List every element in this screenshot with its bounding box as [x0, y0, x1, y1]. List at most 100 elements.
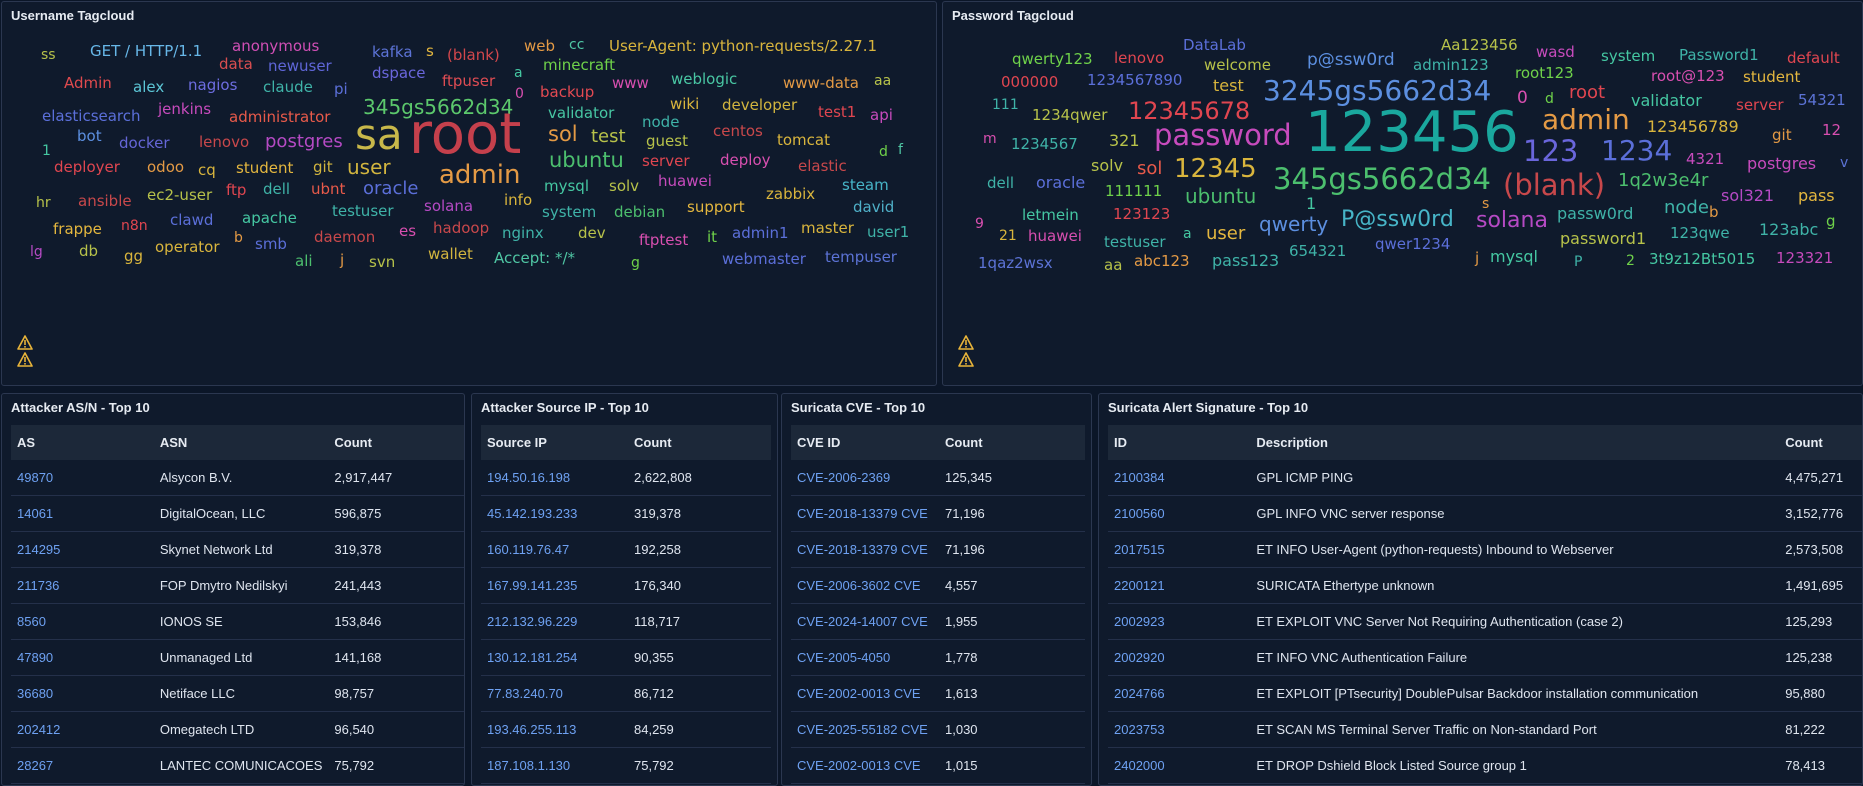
tag-word[interactable]: web: [524, 37, 556, 55]
table-cell-link[interactable]: 8560: [11, 603, 154, 640]
tag-word[interactable]: 9: [975, 215, 984, 232]
tag-word[interactable]: dell: [987, 174, 1015, 192]
tag-word[interactable]: node: [642, 113, 680, 131]
table-cell-link[interactable]: 202412: [11, 711, 154, 748]
tag-word[interactable]: 1234qwer: [1032, 106, 1108, 124]
tag-word[interactable]: 1: [42, 142, 51, 159]
table-cell-link[interactable]: 28267: [11, 747, 154, 784]
tag-word[interactable]: 3t9z12Bt5015: [1649, 250, 1756, 268]
tag-word[interactable]: nginx: [502, 224, 544, 242]
tag-word[interactable]: GET / HTTP/1.1: [90, 42, 203, 60]
tag-word[interactable]: test: [1213, 76, 1244, 96]
tag-word[interactable]: 123123: [1113, 205, 1171, 223]
tag-word[interactable]: DataLab: [1183, 36, 1246, 54]
tag-word[interactable]: 1qaz2wsx: [978, 254, 1053, 272]
table-cell-link[interactable]: CVE-2024-14007 CVE: [791, 603, 939, 640]
column-header[interactable]: Count: [1779, 425, 1862, 460]
tag-word[interactable]: svn: [369, 253, 396, 271]
tag-word[interactable]: ss: [41, 46, 56, 63]
tag-word[interactable]: password: [1154, 117, 1292, 152]
tag-word[interactable]: pass: [1798, 186, 1835, 206]
tag-word[interactable]: a: [514, 64, 523, 81]
table-cell-link[interactable]: 45.142.193.233: [481, 495, 628, 532]
tag-word[interactable]: root123: [1515, 64, 1574, 82]
tag-word[interactable]: nagios: [188, 76, 238, 94]
tag-word[interactable]: d: [879, 143, 888, 160]
tag-word[interactable]: user1: [867, 223, 910, 241]
table-cell-link[interactable]: 2402000: [1108, 747, 1251, 784]
tag-word[interactable]: frappe: [53, 220, 102, 238]
tag-word[interactable]: support: [687, 198, 745, 216]
tag-word[interactable]: huawei: [1028, 227, 1082, 245]
tag-word[interactable]: admin123: [1413, 56, 1489, 74]
column-header[interactable]: CVE ID: [791, 425, 939, 460]
column-header[interactable]: AS: [11, 425, 154, 460]
tag-word[interactable]: admin1: [732, 224, 789, 242]
tag-word[interactable]: 345gs5662d34: [363, 95, 514, 119]
tag-word[interactable]: debian: [614, 203, 666, 221]
table-cell-link[interactable]: 2023753: [1108, 711, 1251, 748]
tag-word[interactable]: ansible: [78, 192, 132, 210]
tag-word[interactable]: 000000: [1001, 73, 1059, 91]
tag-word[interactable]: f: [898, 141, 903, 158]
tag-word[interactable]: solana: [424, 197, 474, 215]
tag-word[interactable]: master: [801, 219, 854, 237]
tag-word[interactable]: 654321: [1289, 242, 1347, 260]
table-cell-link[interactable]: CVE-2018-13379 CVE: [791, 531, 939, 568]
column-header[interactable]: Source IP: [481, 425, 628, 460]
tag-word[interactable]: (blank): [447, 46, 500, 64]
tag-word[interactable]: b: [1709, 203, 1719, 221]
tag-word[interactable]: a: [1183, 225, 1192, 242]
tag-word[interactable]: pi: [334, 80, 348, 98]
tag-word[interactable]: sol321: [1721, 186, 1775, 206]
tag-word[interactable]: ftptest: [639, 231, 689, 249]
tag-word[interactable]: aa: [1104, 256, 1123, 274]
tag-word[interactable]: 0: [515, 85, 524, 102]
tag-word[interactable]: minecraft: [543, 56, 616, 74]
tag-word[interactable]: User-Agent: python-requests/2.27.1: [609, 37, 878, 55]
tag-word[interactable]: v: [1840, 154, 1849, 171]
tag-word[interactable]: 2: [1626, 252, 1635, 269]
tag-word[interactable]: 345gs5662d34: [1273, 161, 1491, 196]
table-cell-link[interactable]: 2002923: [1108, 603, 1251, 640]
tag-word[interactable]: validator: [1631, 91, 1702, 111]
tag-word[interactable]: g: [1826, 212, 1836, 230]
tag-word[interactable]: abc123: [1134, 252, 1190, 270]
tag-word[interactable]: 1q2w3e4r: [1618, 170, 1709, 192]
tag-word[interactable]: letmein: [1022, 206, 1079, 224]
tag-word[interactable]: 123abc: [1759, 220, 1819, 240]
column-header[interactable]: ASN: [153, 425, 329, 460]
tag-word[interactable]: system: [542, 203, 597, 221]
warning-icon[interactable]: [958, 335, 974, 350]
tag-word[interactable]: sa: [355, 109, 403, 159]
tag-word[interactable]: deployer: [54, 158, 120, 176]
tag-word[interactable]: deploy: [720, 151, 771, 169]
tag-word[interactable]: 12345678: [1128, 96, 1251, 125]
tag-word[interactable]: 123: [1523, 133, 1579, 168]
tag-word[interactable]: p@ssw0rd: [1307, 49, 1395, 70]
tag-word[interactable]: info: [504, 191, 533, 209]
tag-word[interactable]: 321: [1109, 131, 1140, 151]
tag-word[interactable]: docker: [119, 134, 170, 152]
tag-word[interactable]: testuser: [1104, 233, 1166, 251]
tag-word[interactable]: passw0rd: [1557, 204, 1634, 224]
tag-word[interactable]: 1234567890: [1087, 71, 1183, 89]
tag-word[interactable]: welcome: [1204, 56, 1271, 74]
tag-word[interactable]: oracle: [363, 178, 419, 200]
table-cell-link[interactable]: 2100560: [1108, 495, 1251, 532]
tag-word[interactable]: newuser: [268, 57, 332, 75]
tag-word[interactable]: clawd: [170, 211, 214, 229]
tag-word[interactable]: dell: [263, 180, 291, 198]
tag-word[interactable]: api: [870, 106, 893, 124]
tag-word[interactable]: weblogic: [671, 70, 738, 88]
table-cell-link[interactable]: 211736: [11, 567, 154, 604]
tag-word[interactable]: db: [79, 242, 99, 260]
tag-word[interactable]: kafka: [372, 43, 413, 61]
table-cell-link[interactable]: 77.83.240.70: [481, 675, 628, 712]
tag-word[interactable]: centos: [713, 122, 763, 140]
tag-word[interactable]: user: [1206, 223, 1246, 245]
tag-word[interactable]: password1: [1560, 229, 1647, 249]
tag-word[interactable]: 1: [1306, 194, 1317, 214]
table-cell-link[interactable]: 194.50.16.198: [481, 460, 628, 496]
tag-word[interactable]: elasticsearch: [42, 107, 141, 125]
